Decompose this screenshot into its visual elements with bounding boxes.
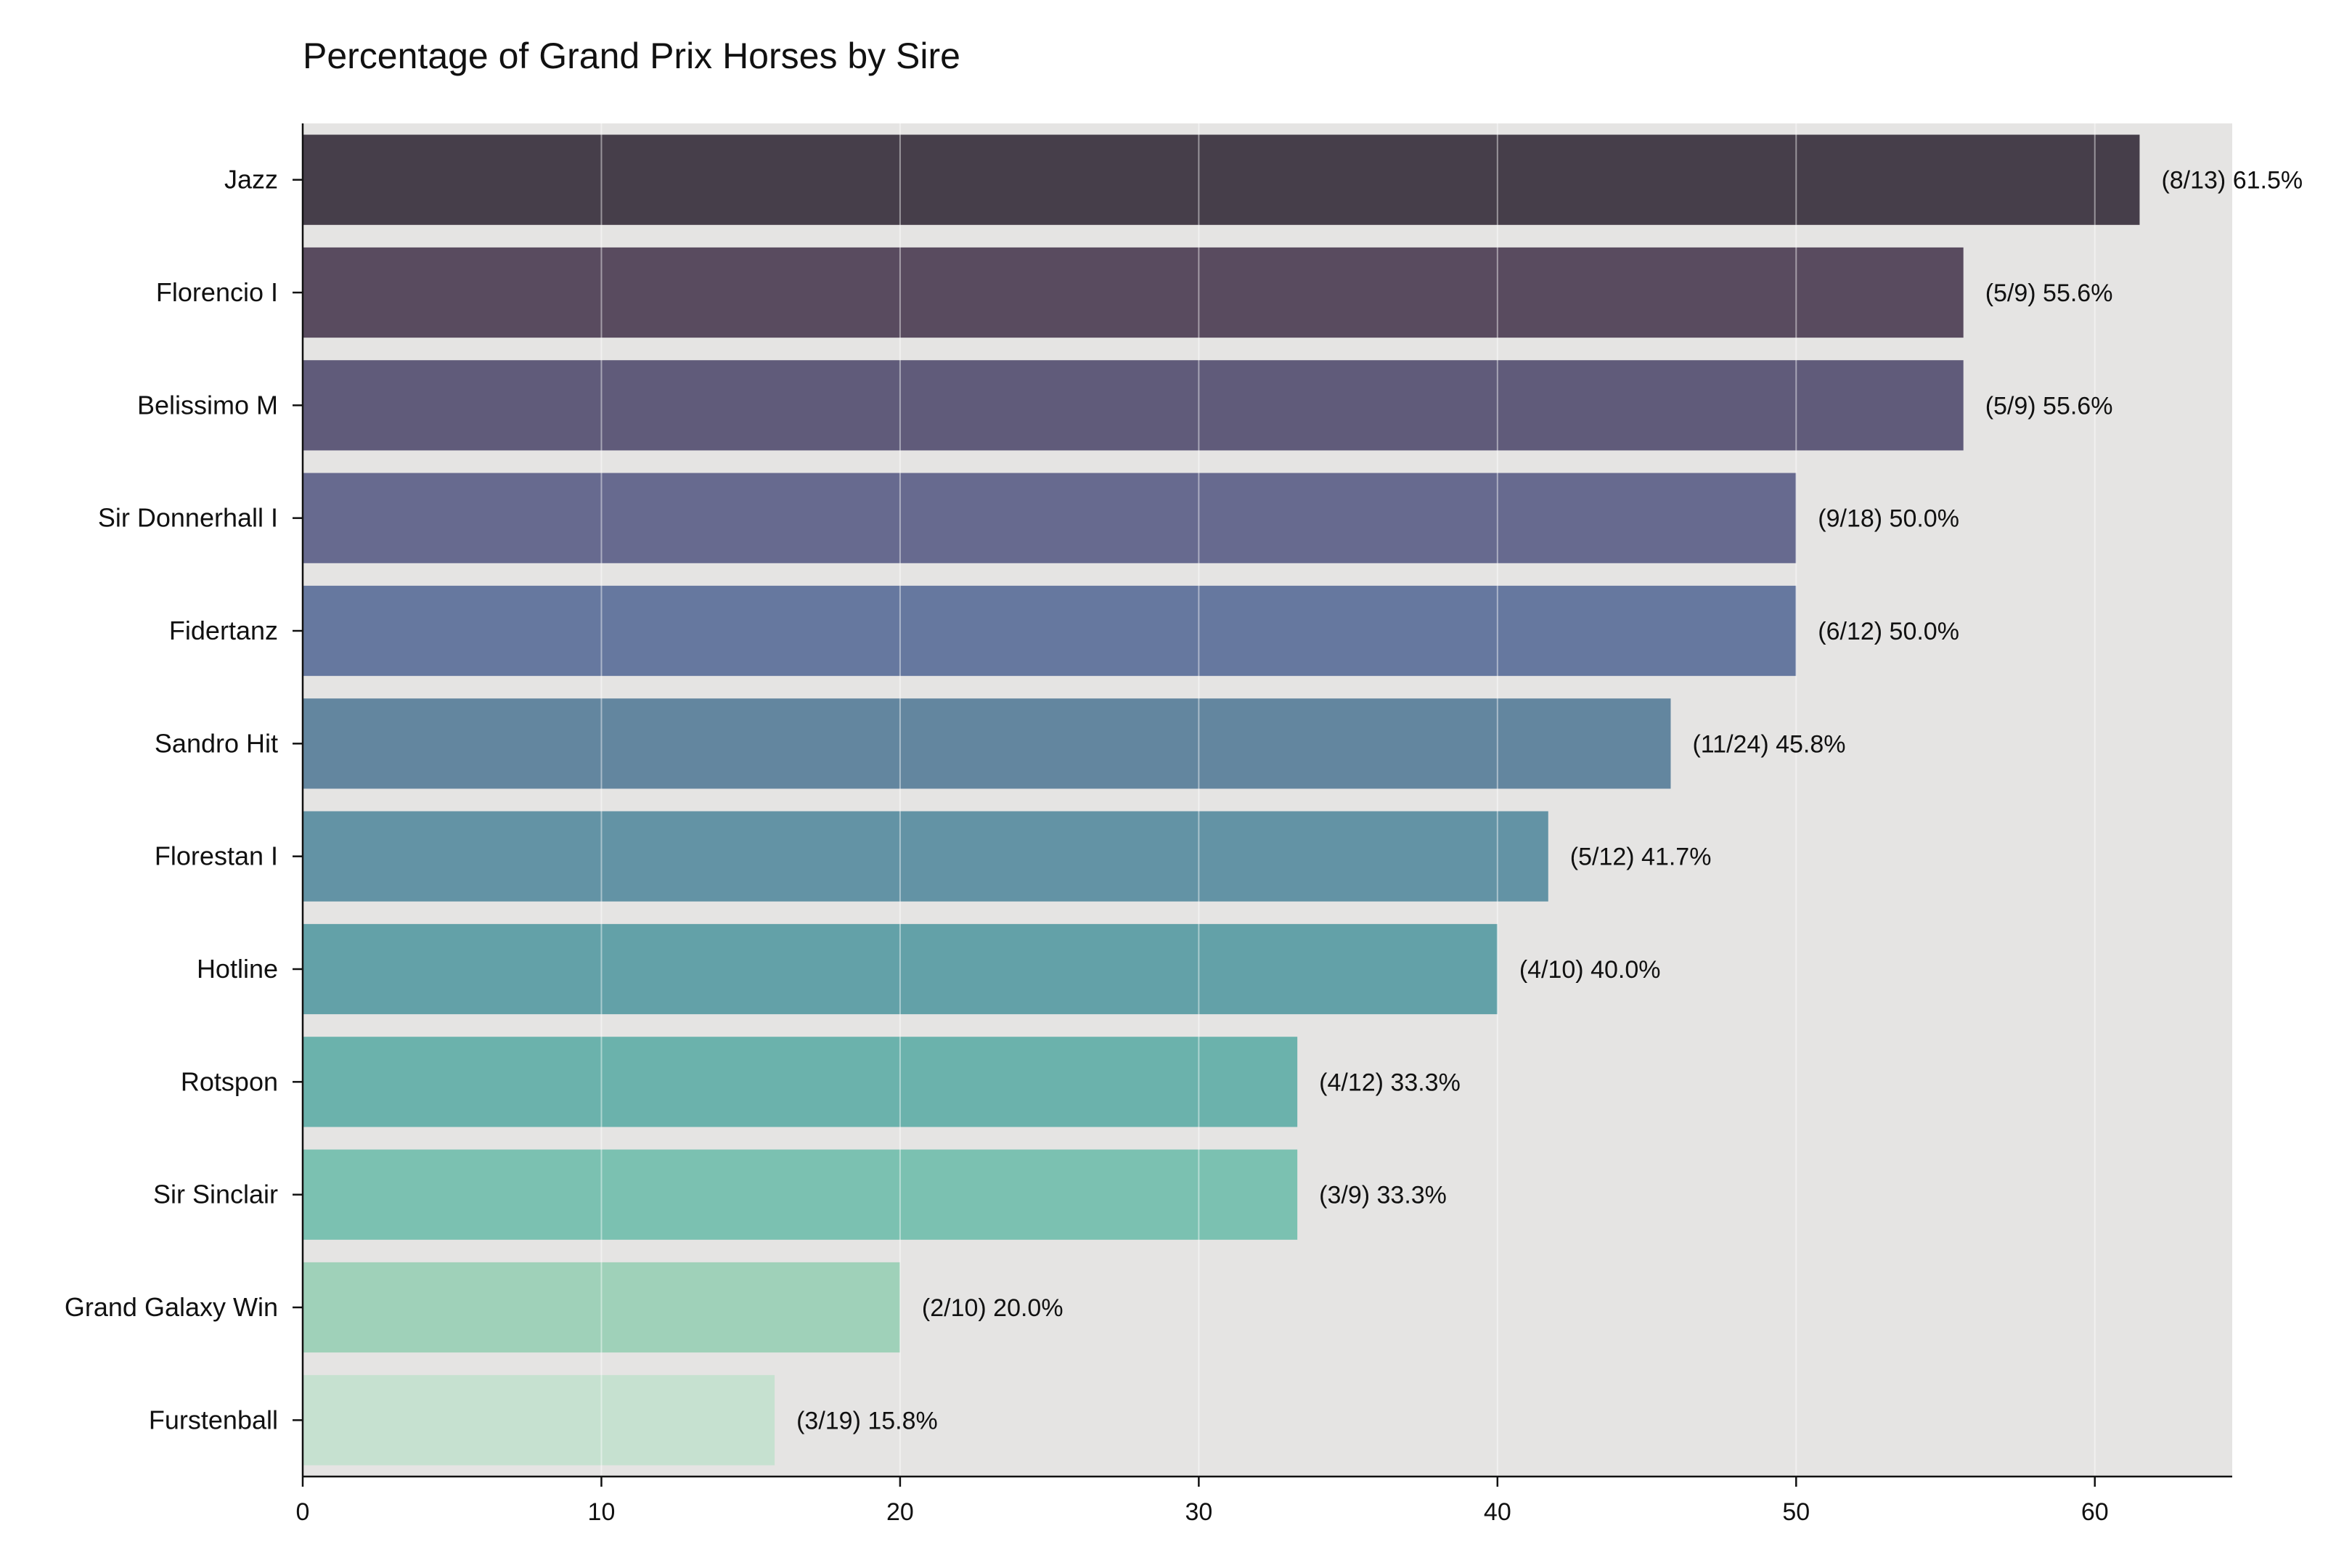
category-label: Furstenball xyxy=(149,1405,278,1434)
bar-belissimo-m xyxy=(303,360,1964,451)
value-label: (11/24) 45.8% xyxy=(1692,730,1845,758)
value-label: (5/9) 55.6% xyxy=(1985,279,2113,307)
value-label: (3/19) 15.8% xyxy=(796,1407,938,1434)
category-label: Florencio I xyxy=(156,277,278,307)
value-label: (9/18) 50.0% xyxy=(1818,505,1959,533)
bar-furstenball xyxy=(303,1375,775,1466)
plot-background xyxy=(303,123,2232,1477)
x-tick-label: 10 xyxy=(588,1498,616,1526)
value-label: (2/10) 20.0% xyxy=(922,1294,1063,1322)
bar-sandro-hit xyxy=(303,698,1671,789)
x-tick-label: 60 xyxy=(2081,1498,2109,1526)
category-label: Grand Galaxy Win xyxy=(65,1292,278,1322)
category-label: Sandro Hit xyxy=(155,728,278,758)
value-label: (6/12) 50.0% xyxy=(1818,618,1959,645)
value-label: (4/12) 33.3% xyxy=(1319,1069,1461,1096)
value-label: (5/12) 41.7% xyxy=(1570,844,1712,871)
bar-sir-donnerhall-i xyxy=(303,473,1797,563)
bar-florestan-i xyxy=(303,811,1548,902)
chart-title: Percentage of Grand Prix Horses by Sire xyxy=(303,36,960,76)
bar-grand-galaxy-win xyxy=(303,1262,900,1353)
x-tick-label: 20 xyxy=(886,1498,914,1526)
bar-florencio-i xyxy=(303,247,1964,338)
category-label: Sir Sinclair xyxy=(153,1180,278,1209)
x-tick-label: 40 xyxy=(1484,1498,1511,1526)
category-label: Jazz xyxy=(224,165,278,195)
bar-sir-sinclair xyxy=(303,1149,1298,1240)
category-label: Fidertanz xyxy=(169,616,278,645)
category-label: Sir Donnerhall I xyxy=(98,503,278,533)
x-tick-label: 50 xyxy=(1782,1498,1810,1526)
value-label: (4/10) 40.0% xyxy=(1519,956,1661,984)
value-label: (8/13) 61.5% xyxy=(2161,167,2303,195)
category-label: Florestan I xyxy=(155,841,278,871)
category-label: Belissimo M xyxy=(137,390,278,420)
category-label: Hotline xyxy=(197,954,278,984)
bar-jazz xyxy=(303,134,2140,225)
category-label: Rotspon xyxy=(181,1066,278,1096)
bar-fidertanz xyxy=(303,585,1797,677)
x-tick-label: 30 xyxy=(1185,1498,1212,1526)
bar-rotspon xyxy=(303,1037,1298,1127)
value-label: (5/9) 55.6% xyxy=(1985,392,2113,420)
x-tick-label: 0 xyxy=(296,1498,310,1526)
bar-hotline xyxy=(303,923,1498,1015)
value-label: (3/9) 33.3% xyxy=(1319,1182,1447,1209)
